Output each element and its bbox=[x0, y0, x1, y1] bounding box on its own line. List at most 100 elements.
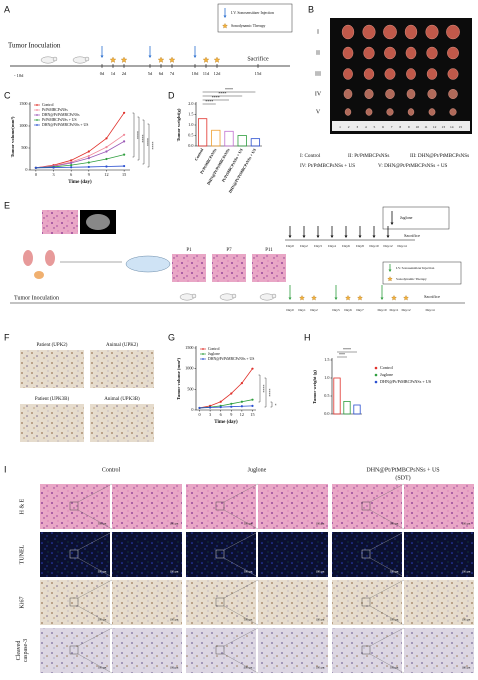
panel-label: G bbox=[168, 332, 175, 342]
ihc-image bbox=[20, 350, 84, 388]
column-title: DHN@Pt/PtMBCPsNSs + US bbox=[366, 467, 439, 473]
day-label: Day10 bbox=[369, 244, 379, 248]
tumor bbox=[385, 88, 395, 99]
significance: **** bbox=[261, 385, 266, 393]
day-label: 6d bbox=[159, 71, 164, 76]
zoom-box bbox=[215, 549, 225, 559]
panel-label: F bbox=[4, 332, 10, 342]
series-line bbox=[35, 165, 125, 169]
bladder bbox=[34, 271, 44, 279]
arrow-head bbox=[330, 235, 334, 238]
mouse-head bbox=[271, 293, 277, 299]
tumor bbox=[405, 46, 417, 60]
day-label: Day0 bbox=[286, 244, 294, 248]
tumor bbox=[362, 24, 376, 40]
tumor bbox=[427, 88, 437, 99]
scale-bar: 100 μm bbox=[170, 523, 179, 526]
arrow-head bbox=[380, 297, 384, 300]
zoom-image bbox=[404, 484, 474, 529]
scale-bar: 100 μm bbox=[316, 571, 325, 574]
data-point bbox=[70, 164, 73, 167]
day-label: 7d bbox=[170, 71, 175, 76]
passage-image bbox=[212, 254, 246, 282]
significance: **** bbox=[145, 138, 150, 146]
column-title: (SDT) bbox=[395, 474, 410, 481]
zoom-line bbox=[77, 579, 113, 599]
tumor bbox=[406, 68, 416, 80]
day-label: Day6 bbox=[344, 308, 352, 312]
scale-bar: 500 μm bbox=[244, 619, 253, 622]
x-tick-label: 12 bbox=[240, 412, 244, 417]
legend-dot bbox=[36, 119, 38, 121]
data-point bbox=[230, 402, 233, 405]
zoom-box bbox=[69, 597, 79, 607]
scale-bar: 500 μm bbox=[98, 523, 107, 526]
ruler-number: 4 bbox=[365, 125, 367, 129]
data-point bbox=[230, 392, 233, 395]
mouse-head bbox=[191, 293, 197, 299]
day-label: Day5 bbox=[332, 308, 340, 312]
significance: **** bbox=[218, 91, 226, 96]
significance: **** bbox=[135, 131, 140, 139]
data-point bbox=[123, 140, 126, 143]
day-label: 0d bbox=[100, 71, 105, 76]
tumor bbox=[365, 108, 373, 116]
therapy-star bbox=[120, 56, 128, 63]
kidney bbox=[45, 250, 55, 266]
y-tick-label: 500 bbox=[187, 386, 193, 391]
x-tick-label: Control bbox=[193, 147, 204, 162]
sacrifice: Sacrifice bbox=[404, 233, 420, 238]
ruler-number: 2 bbox=[348, 125, 350, 129]
data-point bbox=[87, 157, 90, 160]
day-label: 15d bbox=[255, 71, 263, 76]
arrow-head bbox=[386, 235, 390, 238]
significance: **** bbox=[140, 135, 145, 143]
group-key: III: DHN@Pt/PtMBCPsNSs bbox=[410, 153, 469, 159]
tumor bbox=[428, 108, 436, 116]
scale-bar: 100 μm bbox=[170, 571, 179, 574]
y-tick-label: 1.5 bbox=[188, 111, 193, 116]
legend-box bbox=[217, 3, 293, 33]
scale-bar: 100 μm bbox=[170, 667, 179, 670]
data-point bbox=[219, 400, 222, 403]
zoom-line bbox=[369, 627, 405, 647]
day-label: Day8 bbox=[356, 244, 364, 248]
y-tick-label: 1.0 bbox=[188, 122, 193, 127]
scale-bar: 500 μm bbox=[390, 523, 399, 526]
significance: * bbox=[273, 404, 278, 406]
therapy-star bbox=[213, 56, 221, 63]
ruler-number: 1 bbox=[339, 125, 341, 129]
tumor bbox=[363, 68, 375, 80]
arrow-head bbox=[100, 55, 104, 58]
mouse bbox=[179, 293, 195, 301]
x-tick-label: 6 bbox=[220, 412, 222, 417]
bar bbox=[353, 404, 361, 415]
bar bbox=[343, 400, 351, 415]
zoom-line bbox=[223, 627, 259, 647]
day-label: Day3 bbox=[314, 244, 322, 248]
x-tick-label: 0 bbox=[198, 412, 200, 417]
data-point bbox=[34, 166, 37, 169]
bar bbox=[197, 118, 208, 147]
day-label: 10d bbox=[192, 71, 200, 76]
zoom-line bbox=[223, 653, 259, 674]
bar bbox=[224, 130, 234, 147]
group-key: II: Pt/PtMBCPsNSs bbox=[348, 153, 389, 159]
y-axis-title: Tumor volume(mm³) bbox=[10, 116, 15, 157]
zoom-box bbox=[361, 549, 371, 559]
day-label: Day14 bbox=[425, 308, 434, 312]
scale-bar: 100 μm bbox=[462, 619, 471, 622]
y-axis-title: Tumor weight (g) bbox=[312, 370, 317, 404]
legend-text: Sonodynamic Therapy bbox=[396, 277, 427, 281]
data-point bbox=[123, 133, 126, 136]
arrow-head bbox=[372, 235, 376, 238]
passage-label: P7 bbox=[226, 248, 232, 253]
data-point bbox=[87, 154, 90, 158]
scale-bar: 500 μm bbox=[244, 571, 253, 574]
legend-text: Juglone bbox=[380, 372, 393, 377]
passage-label: P11 bbox=[265, 248, 273, 253]
x-tick-label: 12 bbox=[104, 172, 108, 177]
x-axis-title: Time (day) bbox=[68, 180, 92, 185]
arrow-head bbox=[302, 235, 306, 238]
